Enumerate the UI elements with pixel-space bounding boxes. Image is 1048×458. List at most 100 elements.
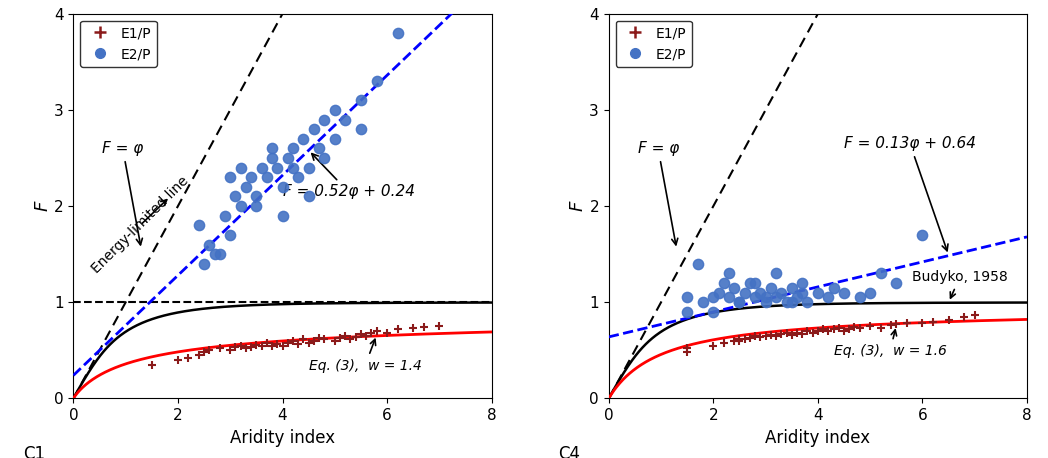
Y-axis label: F: F (568, 201, 587, 211)
Point (405, 325, 421, 332)
Point (851, 294, 868, 301)
Point (872, 270, 889, 277)
Point (347, 333, 364, 341)
Point (212, 345, 228, 352)
Point (758, 299, 774, 306)
Point (732, 299, 748, 306)
Point (679, 345, 696, 352)
Point (732, 299, 748, 306)
Legend: E1/P, E2/P: E1/P, E2/P (616, 21, 692, 67)
Point (898, 320, 915, 327)
Point (773, 330, 790, 338)
Point (326, 106, 343, 114)
Point (315, 154, 332, 162)
Point (773, 289, 790, 296)
Point (793, 330, 810, 338)
Text: F = φ: F = φ (102, 141, 144, 245)
Point (233, 164, 249, 171)
Point (352, 330, 369, 338)
Point (716, 279, 733, 287)
Point (732, 335, 748, 343)
Point (966, 311, 983, 318)
Point (254, 342, 270, 349)
Point (243, 174, 260, 181)
Point (726, 284, 743, 292)
Point (301, 193, 318, 200)
Point (758, 333, 774, 340)
Point (737, 289, 754, 296)
Point (705, 342, 722, 349)
Point (389, 29, 406, 37)
Point (191, 352, 208, 359)
Point (275, 212, 291, 219)
Point (716, 339, 733, 346)
Point (679, 308, 696, 316)
Point (763, 284, 780, 292)
Point (788, 294, 805, 301)
Point (835, 327, 852, 335)
Point (285, 337, 302, 344)
Point (793, 279, 810, 287)
Point (809, 289, 826, 296)
Point (264, 154, 281, 162)
Point (285, 145, 302, 152)
Point (290, 340, 307, 347)
Point (695, 299, 712, 306)
Point (861, 323, 878, 330)
Point (747, 279, 764, 287)
Point (206, 251, 223, 258)
Point (264, 342, 281, 349)
Point (191, 222, 208, 229)
Point (222, 231, 239, 239)
Point (679, 349, 696, 356)
Point (305, 125, 322, 133)
Point (763, 331, 780, 338)
Point (747, 294, 764, 301)
Point (726, 337, 743, 344)
Point (269, 164, 286, 171)
Text: Eq. (3),  w = 1.6: Eq. (3), w = 1.6 (833, 330, 946, 358)
Point (721, 294, 738, 301)
Point (378, 329, 395, 337)
Point (820, 327, 836, 335)
Point (331, 334, 348, 342)
Point (415, 324, 432, 331)
Point (238, 345, 255, 352)
Point (768, 294, 785, 301)
Point (269, 340, 286, 347)
Point (310, 145, 327, 152)
Point (721, 270, 738, 277)
Point (368, 327, 385, 335)
Point (846, 324, 863, 331)
Point (352, 125, 369, 133)
Point (233, 202, 249, 210)
Y-axis label: F: F (34, 201, 51, 211)
Point (752, 289, 769, 296)
Point (758, 294, 774, 301)
Point (872, 325, 889, 332)
Point (222, 347, 239, 354)
Point (243, 343, 260, 350)
Point (217, 212, 234, 219)
Point (290, 174, 307, 181)
Point (275, 183, 291, 191)
X-axis label: Aridity index: Aridity index (230, 429, 335, 447)
Point (248, 202, 265, 210)
Point (326, 337, 343, 344)
Text: F = 0.52φ + 0.24: F = 0.52φ + 0.24 (283, 154, 415, 200)
Point (196, 349, 213, 356)
Point (830, 325, 847, 332)
Point (310, 334, 327, 342)
Point (264, 145, 281, 152)
Point (809, 327, 826, 335)
Point (227, 344, 244, 351)
Point (301, 339, 318, 346)
Point (326, 135, 343, 142)
Point (201, 241, 218, 248)
Point (315, 335, 332, 343)
Point (170, 356, 187, 364)
Point (783, 331, 800, 338)
Point (888, 321, 904, 328)
Point (940, 316, 957, 323)
Point (679, 294, 696, 301)
